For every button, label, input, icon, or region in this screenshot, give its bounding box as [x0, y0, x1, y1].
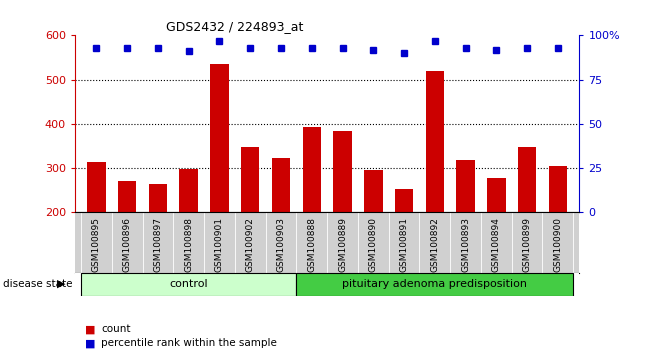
Bar	[426, 71, 444, 212]
Text: GSM100889: GSM100889	[338, 217, 347, 272]
Bar	[456, 160, 475, 212]
Bar	[118, 181, 137, 212]
Bar	[180, 169, 198, 212]
Text: GDS2432 / 224893_at: GDS2432 / 224893_at	[165, 20, 303, 33]
Bar	[303, 127, 321, 212]
Bar	[364, 170, 383, 212]
Bar	[87, 161, 105, 212]
Text: disease state: disease state	[3, 279, 73, 289]
Bar	[296, 273, 574, 296]
Text: GSM100892: GSM100892	[430, 217, 439, 272]
Text: GSM100897: GSM100897	[154, 217, 163, 272]
Text: GSM100900: GSM100900	[553, 217, 562, 272]
Text: GSM100893: GSM100893	[461, 217, 470, 272]
Bar	[81, 273, 296, 296]
Text: GSM100898: GSM100898	[184, 217, 193, 272]
Text: GSM100901: GSM100901	[215, 217, 224, 272]
Bar	[518, 147, 536, 212]
Bar	[333, 131, 352, 212]
Text: ▶: ▶	[57, 279, 66, 289]
Text: ■: ■	[85, 338, 95, 348]
Text: count: count	[101, 324, 130, 334]
Text: GSM100895: GSM100895	[92, 217, 101, 272]
Bar	[271, 159, 290, 212]
Text: percentile rank within the sample: percentile rank within the sample	[101, 338, 277, 348]
Bar	[395, 189, 413, 212]
Bar	[241, 147, 260, 212]
Text: GSM100902: GSM100902	[245, 217, 255, 272]
Text: control: control	[169, 279, 208, 289]
Text: pituitary adenoma predisposition: pituitary adenoma predisposition	[342, 279, 527, 289]
Text: GSM100903: GSM100903	[277, 217, 286, 272]
Text: GSM100896: GSM100896	[122, 217, 132, 272]
Text: GSM100890: GSM100890	[368, 217, 378, 272]
Bar	[148, 184, 167, 212]
Bar	[210, 64, 229, 212]
Text: GSM100891: GSM100891	[400, 217, 409, 272]
Text: GSM100899: GSM100899	[523, 217, 532, 272]
Bar	[487, 178, 506, 212]
Bar	[549, 166, 567, 212]
Text: GSM100894: GSM100894	[492, 217, 501, 272]
Text: GSM100888: GSM100888	[307, 217, 316, 272]
Text: ■: ■	[85, 324, 95, 334]
